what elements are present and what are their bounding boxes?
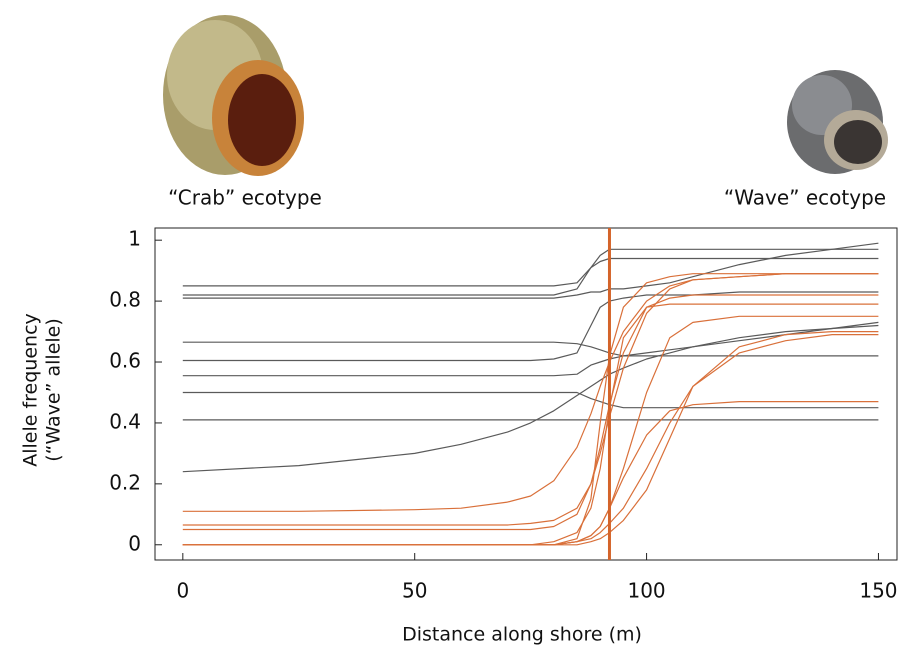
cline — [182, 273, 879, 526]
cline — [182, 321, 879, 377]
cline — [182, 248, 879, 287]
y-tick-label: 0 — [128, 531, 141, 555]
x-tick-label: 0 — [176, 579, 189, 603]
x-tick-label: 50 — [402, 579, 427, 603]
cline — [182, 303, 879, 546]
wave-snail — [787, 70, 888, 174]
y-tick-label: 0.2 — [109, 470, 141, 494]
cline — [182, 273, 879, 546]
y-axis-title-line: (“Wave” allele) — [43, 318, 65, 462]
x-tick-label: 150 — [859, 579, 897, 603]
cline — [182, 294, 879, 531]
cline — [182, 242, 879, 299]
cline — [182, 331, 879, 546]
crab-label: “Crab” ecotype — [168, 186, 322, 210]
plot-frame — [154, 227, 898, 561]
y-tick-label: 0.6 — [109, 349, 141, 373]
x-axis-title: Distance along shore (m) — [402, 624, 642, 646]
y-tick-label: 0.8 — [109, 288, 141, 312]
cline — [182, 341, 879, 357]
cline — [182, 324, 879, 473]
cline — [182, 291, 879, 362]
wave-label: “Wave” ecotype — [724, 186, 886, 210]
cline — [182, 257, 879, 296]
y-tick-label: 1 — [128, 227, 141, 251]
x-tick-label: 100 — [627, 579, 665, 603]
y-tick-label: 0.4 — [109, 409, 141, 433]
cline — [182, 315, 879, 546]
y-axis-title: Allele frequency (“Wave” allele) — [20, 313, 65, 467]
cline — [182, 391, 879, 409]
crab-snail — [163, 15, 304, 176]
cline — [182, 334, 879, 546]
y-axis-title-line: Allele frequency — [20, 313, 42, 467]
